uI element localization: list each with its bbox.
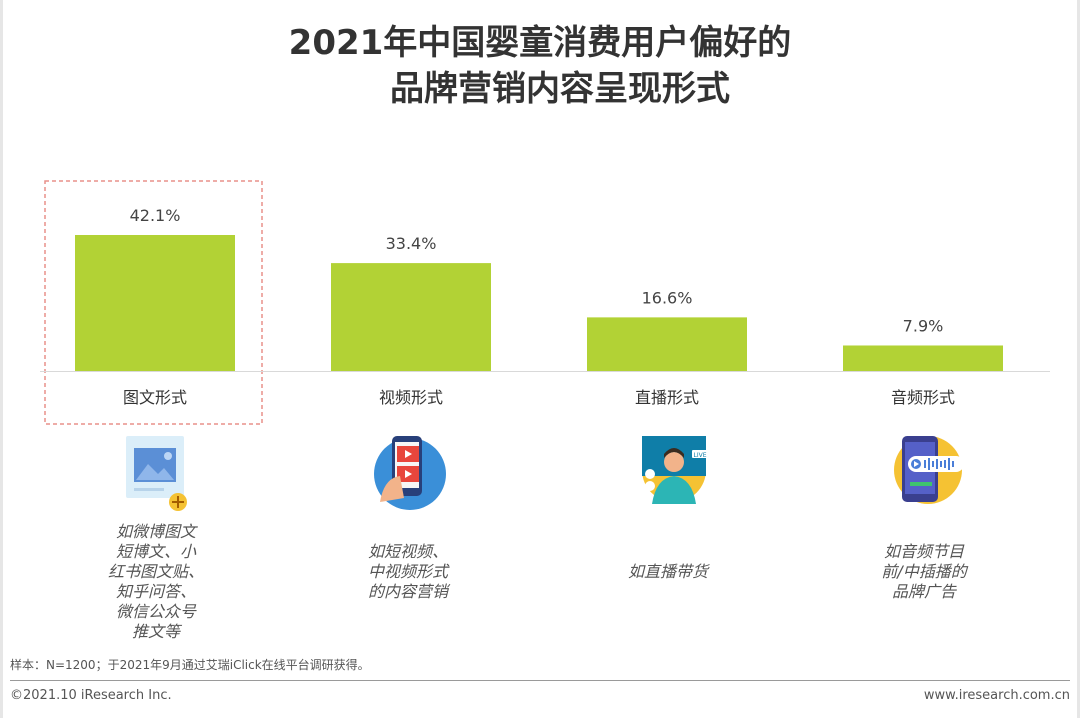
- category-label-4: 音频形式: [891, 388, 955, 407]
- bar-3: [587, 317, 747, 371]
- bar-value-label-3: 16.6%: [642, 288, 693, 307]
- live-stream-icon: LIVE: [634, 428, 714, 508]
- highlight-frame: [44, 180, 263, 425]
- category-label-1: 图文形式: [123, 388, 187, 407]
- website-link[interactable]: www.iresearch.com.cn: [923, 688, 1070, 703]
- bar-value-label-1: 42.1%: [130, 206, 181, 225]
- description-2: 如短视频、 中视频形式 的内容营销: [367, 542, 448, 601]
- description-1: 如微博图文 短博文、小 红书图文贴、 知乎问答、 微信公众号 推文等: [107, 522, 204, 641]
- right-frame-border: [1077, 0, 1080, 718]
- bar-chart: 42.1% 图文形式 33.4% 视频形式 16.6% 直播形式 7.9% 音频形式: [40, 180, 1050, 425]
- title-line-1: 2021年中国婴童消费用户偏好的: [288, 23, 792, 63]
- description-3: 如直播带货: [627, 562, 708, 581]
- bar-value-label-2: 33.4%: [386, 234, 437, 253]
- copyright: ©2021.10 iResearch Inc.: [10, 688, 172, 703]
- video-phone-icon: [370, 432, 450, 512]
- footer-divider: [10, 680, 1070, 681]
- svg-text:LIVE: LIVE: [693, 452, 706, 459]
- bar-value-label-4: 7.9%: [903, 316, 944, 335]
- bar-1: [75, 235, 235, 371]
- image-post-icon: [116, 432, 196, 512]
- category-label-2: 视频形式: [379, 388, 443, 407]
- description-4: 如音频节目 前/中插播的 品牌广告: [881, 542, 967, 601]
- sample-note: 样本：N=1200；于2021年9月通过艾瑞iClick在线平台调研获得。: [10, 658, 370, 672]
- page-title: 2021年中国婴童消费用户偏好的 品牌营销内容呈现形式: [0, 20, 1080, 112]
- bar-2: [331, 263, 491, 371]
- category-label-3: 直播形式: [635, 388, 699, 407]
- left-frame-border: [0, 0, 3, 718]
- bar-4: [843, 345, 1003, 371]
- audio-phone-icon: [888, 430, 968, 510]
- title-line-2: 品牌营销内容呈现形式: [390, 69, 730, 109]
